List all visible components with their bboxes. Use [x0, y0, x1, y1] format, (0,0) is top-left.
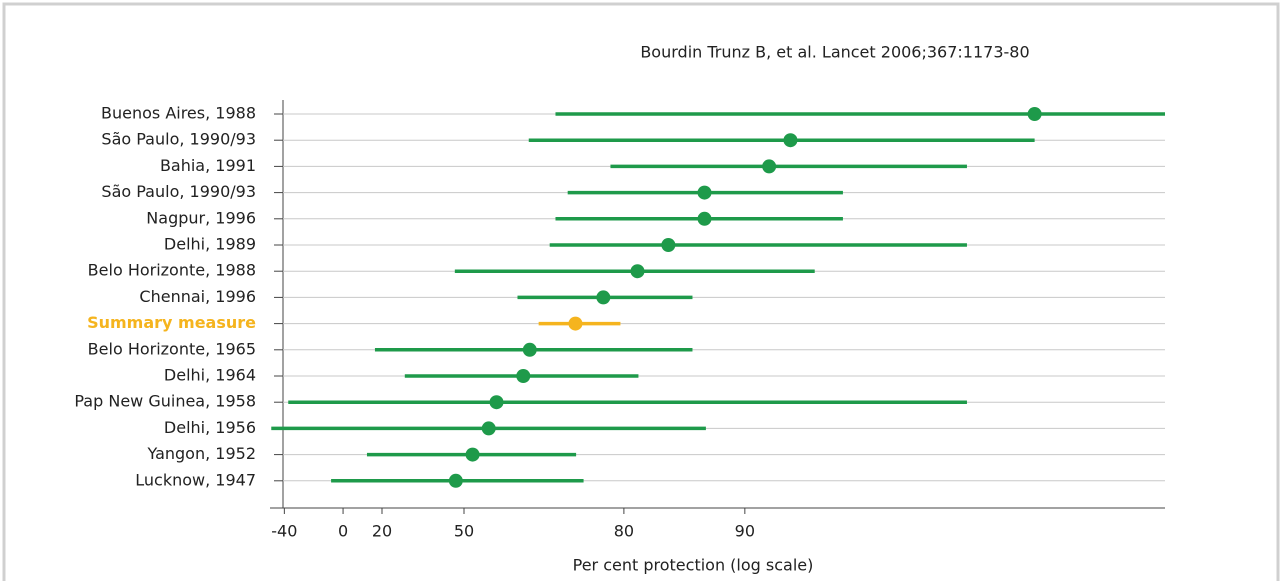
x-tick-label: 80 [614, 522, 634, 541]
source: Bourdin Trunz B, et al. Lancet 2006;367:… [640, 43, 1029, 62]
point [465, 447, 480, 462]
point [489, 395, 504, 410]
point [630, 264, 645, 279]
point [697, 185, 712, 200]
point [516, 369, 531, 383]
point [1027, 107, 1042, 121]
point [596, 290, 611, 305]
x-tick-label: 20 [372, 522, 392, 541]
point [661, 238, 676, 252]
x-axis-title: Per cent protection (log scale) [573, 556, 814, 575]
point [762, 159, 777, 174]
y-tick-label: Belo Horizonte, 1988 [88, 261, 256, 280]
y-tick-label: Delhi, 1956 [164, 418, 256, 437]
point [783, 133, 798, 148]
y-tick-label: Chennai, 1996 [139, 287, 256, 306]
y-tick-label: Belo Horizonte, 1965 [88, 339, 256, 358]
y-tick-label: Bahia, 1991 [160, 156, 256, 175]
y-tick-label: Yangon, 1952 [147, 444, 257, 463]
x-tick-label: 50 [454, 522, 474, 541]
y-tick-label: Nagpur, 1996 [146, 208, 256, 227]
y-tick-label: Pap New Guinea, 1958 [74, 392, 256, 411]
x-tick-label: 0 [338, 522, 348, 541]
x-tick-label: -40 [271, 522, 297, 541]
y-tick-label: Delhi, 1989 [164, 235, 256, 254]
y-tick-label: São Paulo, 1990/93 [101, 182, 256, 201]
y-tick-label: Buenos Aires, 1988 [101, 104, 256, 123]
point [448, 473, 463, 488]
point [697, 211, 712, 226]
y-tick-label: Delhi, 1964 [164, 366, 256, 385]
point [568, 316, 583, 331]
point [481, 421, 496, 436]
y-tick-label: São Paulo, 1990/93 [101, 130, 256, 149]
x-tick-label: 90 [735, 522, 755, 541]
y-tick-label: Summary measure [87, 313, 256, 332]
point [522, 342, 537, 357]
y-tick-label: Lucknow, 1947 [135, 470, 256, 489]
